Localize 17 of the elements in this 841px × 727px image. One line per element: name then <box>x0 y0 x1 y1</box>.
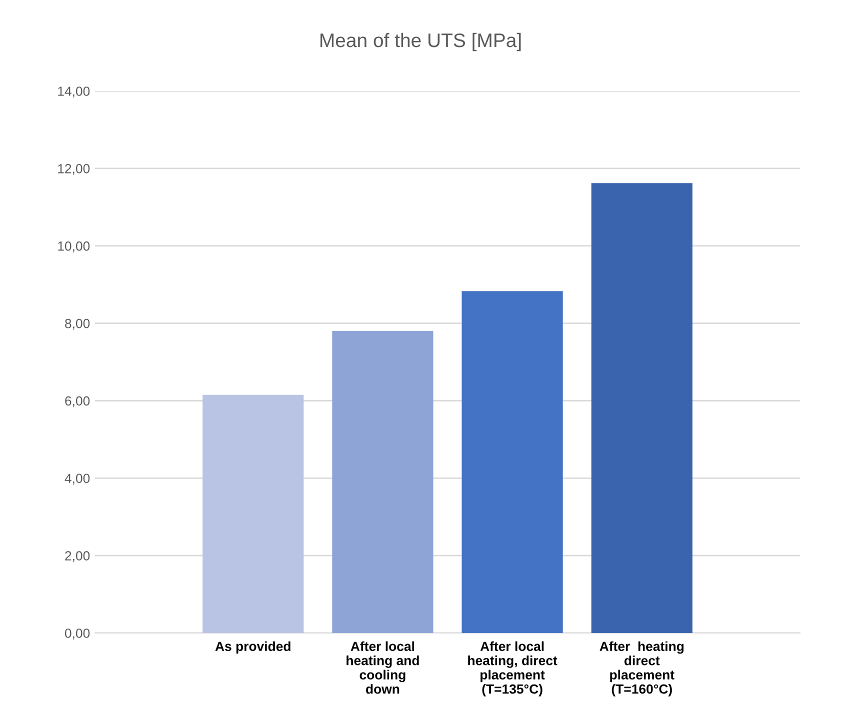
chart-title: Mean of the UTS [MPa] <box>320 32 521 52</box>
y-tick-label: 8,00 <box>65 318 90 330</box>
y-tick-label: 14,00 <box>58 86 90 98</box>
x-tick-label: After local heating and cooling down <box>346 641 419 694</box>
y-tick-label: 10,00 <box>58 241 90 252</box>
x-tick-label: As provided <box>215 641 290 654</box>
x-tick-label: After heating direct placement (T=160°C) <box>600 641 684 696</box>
bar <box>202 394 304 633</box>
y-tick-label: 0,00 <box>64 628 90 640</box>
y-tick-label: 4,00 <box>64 474 90 485</box>
bar <box>332 331 434 633</box>
y-tick-label: 12,00 <box>58 164 90 175</box>
bar <box>591 183 692 633</box>
y-tick-label: 6,00 <box>65 396 90 408</box>
bar <box>462 291 563 633</box>
y-tick-label: 2,00 <box>65 551 90 562</box>
x-tick-label: After local heating, direct placement (T=135°C) <box>468 641 558 696</box>
